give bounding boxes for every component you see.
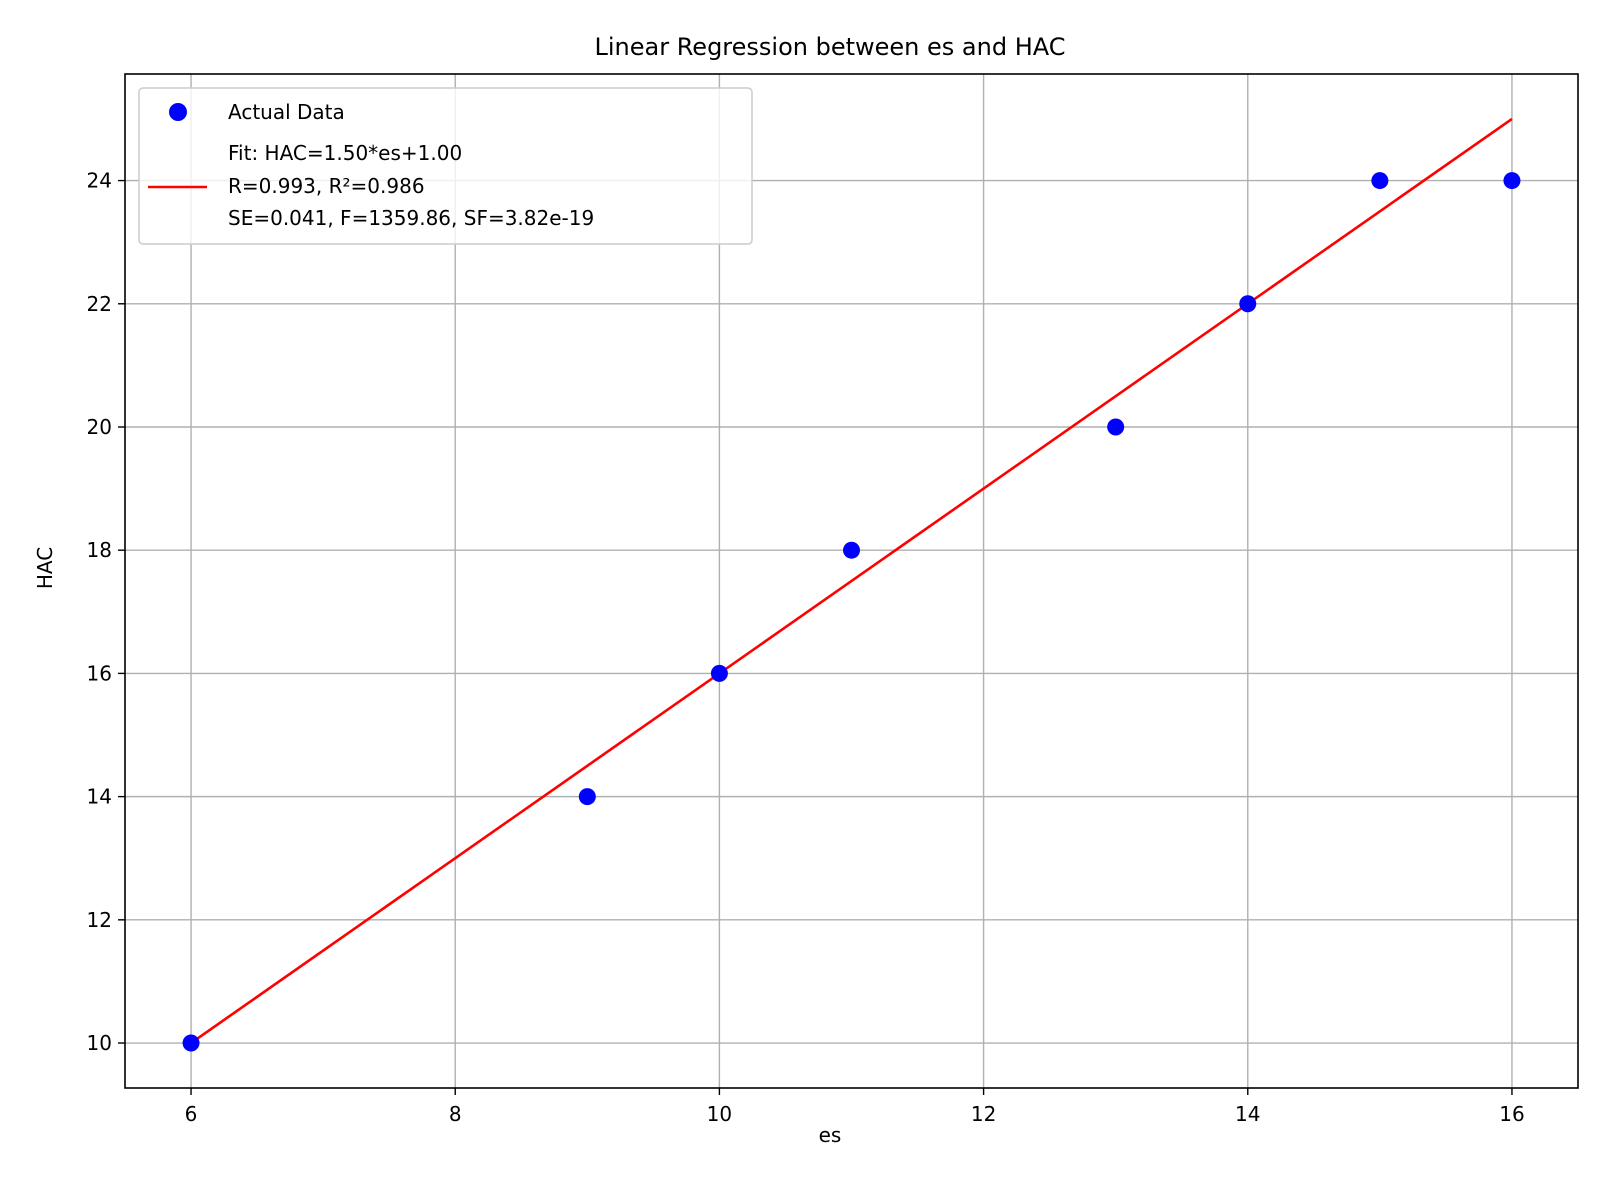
data-point <box>578 788 596 806</box>
legend: Actual Data Fit: HAC=1.50*es+1.00 R=0.99… <box>138 87 753 245</box>
y-tick-label: 12 <box>87 908 112 932</box>
data-point <box>710 664 728 682</box>
y-axis-ticks: 10 12 14 16 18 20 22 24 <box>87 169 125 1055</box>
legend-label-fit-line-3: SE=0.041, F=1359.86, SF=3.82e-19 <box>228 206 594 230</box>
legend-box <box>138 87 753 245</box>
x-tick-label: 16 <box>1499 1102 1524 1126</box>
fit-line <box>190 117 1513 1045</box>
legend-marker-actual-data <box>169 103 187 121</box>
y-tick-label: 14 <box>87 785 112 809</box>
y-tick-label: 18 <box>87 538 112 562</box>
y-tick-label: 22 <box>87 292 112 316</box>
x-axis-label: es <box>819 1123 842 1147</box>
legend-label-actual-data: Actual Data <box>228 100 345 124</box>
chart-title: Linear Regression between es and HAC <box>594 33 1065 61</box>
legend-label-fit-line-1: Fit: HAC=1.50*es+1.00 <box>228 141 462 165</box>
grid <box>125 74 1578 1088</box>
x-tick-label: 8 <box>449 1102 462 1126</box>
data-points-layer <box>182 172 1521 1052</box>
x-tick-label: 6 <box>185 1102 198 1126</box>
x-tick-label: 12 <box>971 1102 996 1126</box>
y-tick-label: 20 <box>87 415 112 439</box>
x-tick-label: 10 <box>707 1102 732 1126</box>
x-axis-ticks: 6 8 10 12 14 16 <box>185 1088 1525 1126</box>
y-tick-label: 10 <box>87 1031 112 1055</box>
y-axis-label: HAC <box>33 547 57 589</box>
y-tick-label: 24 <box>87 169 112 193</box>
data-point <box>1371 172 1389 190</box>
data-point <box>1107 418 1125 436</box>
legend-label-fit-line-2: R=0.993, R²=0.986 <box>228 174 425 198</box>
data-point <box>843 541 860 559</box>
y-tick-label: 16 <box>87 661 112 685</box>
data-point <box>1503 172 1521 190</box>
data-point <box>1239 295 1257 313</box>
data-point <box>182 1034 200 1052</box>
x-tick-label: 14 <box>1235 1102 1260 1126</box>
fit-line-layer <box>190 117 1513 1045</box>
plot-frame <box>124 73 1579 1089</box>
